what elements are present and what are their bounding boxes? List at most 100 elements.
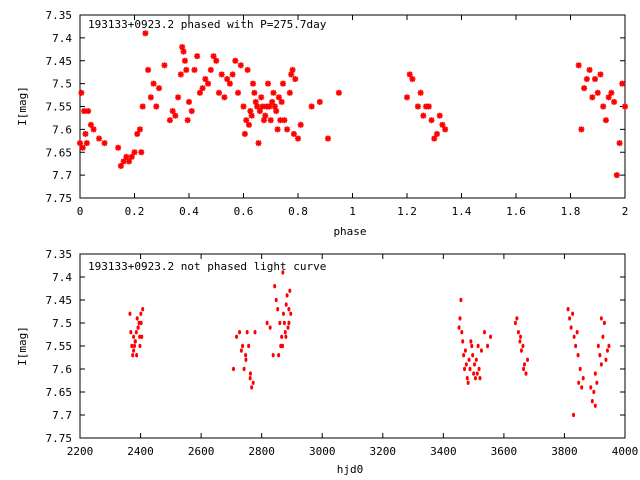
phased-data-point	[83, 140, 90, 147]
unphased-data-point	[472, 371, 476, 376]
phased-data-point	[175, 94, 182, 101]
unphased-y-tick-label: 7.7	[52, 409, 72, 422]
unphased-y-tick-label: 7.4	[52, 271, 72, 284]
phased-data-point	[295, 135, 301, 142]
unphased-data-point	[235, 334, 239, 339]
unphased-data-point	[133, 343, 136, 349]
unphased-data-point	[589, 385, 593, 390]
unphased-data-point	[473, 362, 477, 367]
phased-data-point	[210, 53, 217, 60]
phased-data-point	[177, 71, 184, 78]
phased-y-tick-label: 7.75	[46, 192, 73, 205]
phased-data-point	[271, 103, 278, 110]
unphased-data-point	[280, 334, 284, 339]
unphased-data-point	[238, 330, 242, 335]
unphased-data-point	[268, 325, 272, 330]
unphased-data-point	[474, 357, 478, 362]
unphased-x-tick-label: 3600	[491, 445, 518, 458]
unphased-data-point	[526, 357, 530, 362]
unphased-data-point	[465, 376, 469, 381]
unphased-data-point	[486, 343, 490, 349]
unphased-data-point	[468, 366, 472, 372]
phased-y-tick-label: 7.55	[46, 101, 73, 114]
unphased-plot: 193133+0923.2 not phased light curve I[m…	[16, 248, 638, 476]
phased-data-point	[608, 89, 615, 96]
unphased-x-tick-label: 3800	[551, 445, 578, 458]
phased-y-tick-label: 7.45	[46, 55, 73, 68]
unphased-data-point	[571, 311, 575, 316]
unphased-data-point	[477, 366, 481, 372]
phased-data-point	[172, 112, 179, 119]
unphased-x-tick-label: 3000	[309, 445, 336, 458]
unphased-data-point	[578, 366, 582, 372]
phased-data-point	[120, 158, 127, 165]
unphased-data-point	[287, 307, 291, 312]
phased-data-point	[226, 80, 233, 87]
phased-data-point	[139, 103, 146, 110]
unphased-data-point	[271, 353, 275, 358]
phased-data-point	[128, 153, 135, 160]
phased-y-tick-label: 7.6	[52, 123, 72, 136]
unphased-data-point	[134, 330, 138, 335]
phased-data-point	[248, 112, 255, 119]
phased-plot: 193133+0923.2 phased with P=275.7day I[m…	[16, 9, 628, 238]
unphased-data-point	[242, 366, 246, 372]
unphased-data-point	[580, 385, 584, 390]
phased-x-tick-label: 1.2	[397, 205, 417, 218]
phased-data-point	[240, 103, 247, 110]
phased-x-tick-label: 0.8	[288, 205, 308, 218]
unphased-y-tick-label: 7.6	[52, 363, 72, 376]
phased-data-point	[150, 80, 157, 87]
unphased-data-point	[458, 316, 462, 321]
phased-data-point	[126, 158, 133, 165]
phased-data-point	[594, 89, 601, 96]
unphased-data-point	[581, 376, 585, 381]
phased-data-point	[224, 76, 231, 83]
unphased-data-point	[574, 343, 578, 349]
phased-data-point	[274, 126, 281, 133]
phased-data-point	[581, 85, 588, 92]
phased-data-point	[138, 149, 145, 156]
phased-data-point	[134, 130, 141, 137]
unphased-data-point	[599, 316, 603, 321]
unphased-data-point	[604, 357, 608, 362]
unphased-data-point	[598, 353, 602, 358]
unphased-x-tick-label: 2400	[127, 445, 154, 458]
unphased-data-point	[524, 371, 528, 376]
phased-data-point	[82, 130, 89, 137]
unphased-data-point	[278, 320, 282, 326]
unphased-data-point	[285, 293, 289, 298]
unphased-y-tick-label: 7.35	[46, 248, 73, 261]
phased-data-point	[147, 94, 154, 101]
phased-data-point	[442, 126, 449, 133]
phased-data-point	[205, 80, 212, 87]
unphased-data-point	[466, 380, 470, 385]
unphased-data-point	[460, 330, 464, 335]
unphased-data-point	[139, 320, 143, 326]
unphased-data-point	[129, 330, 133, 335]
phased-data-point	[600, 103, 607, 110]
phased-x-tick-label: 2	[622, 205, 629, 218]
phased-data-point	[142, 30, 149, 37]
phased-data-point	[215, 89, 222, 96]
phased-data-point	[101, 140, 108, 147]
phased-plot-title: 193133+0923.2 phased with P=275.7day	[88, 18, 327, 31]
unphased-data-point	[138, 334, 142, 339]
phased-data-point	[191, 66, 198, 73]
phased-data-point	[252, 98, 259, 105]
phased-data-point	[213, 57, 220, 64]
unphased-plot-ylabel: I[mag]	[16, 326, 29, 366]
unphased-data-point	[513, 320, 517, 326]
unphased-data-point	[590, 399, 594, 404]
unphased-data-point	[281, 311, 285, 316]
phased-y-tick-label: 7.35	[46, 9, 73, 22]
phased-data-point	[169, 108, 176, 115]
unphased-x-tick-label: 2200	[67, 445, 94, 458]
unphased-data-point	[575, 330, 579, 335]
unphased-data-point	[250, 385, 254, 390]
phased-data-point	[417, 89, 424, 96]
unphased-data-point	[607, 343, 611, 349]
unphased-data-point	[467, 357, 471, 362]
phased-data-point	[297, 121, 304, 128]
unphased-data-point	[265, 320, 269, 326]
